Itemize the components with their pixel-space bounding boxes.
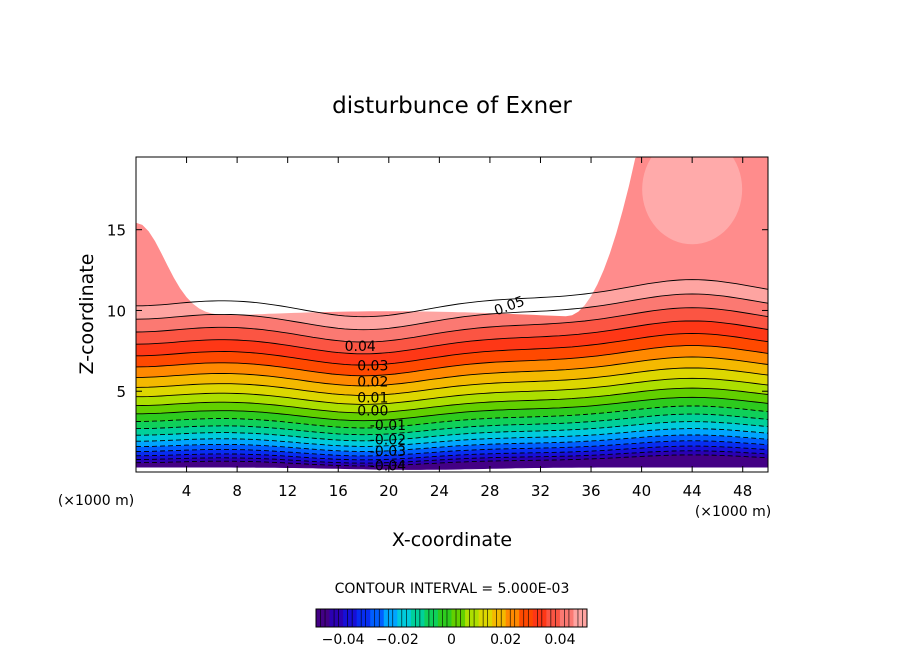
colorbar-cell — [343, 609, 358, 627]
contour-line — [136, 345, 768, 377]
colorbar-cell — [465, 609, 480, 627]
colorbar-cell — [505, 609, 520, 627]
colorbar-tick-label: 0.02 — [490, 632, 521, 648]
colorbar-cell — [532, 609, 547, 627]
x-tick-label: 40 — [632, 482, 651, 500]
x-tick-label: 8 — [232, 482, 242, 500]
colorbar-cell — [546, 609, 561, 627]
contour-line — [136, 279, 768, 318]
chart-title: disturbunce of Exner — [332, 93, 572, 119]
colorbar-cell — [573, 609, 587, 627]
contour-label: 0.03 — [357, 358, 388, 374]
colorbar-cell — [519, 609, 534, 627]
x-tick-label: 32 — [531, 482, 550, 500]
x-tick-label: 28 — [480, 482, 499, 500]
x-tick-label: 20 — [379, 482, 398, 500]
colorbar-cell — [383, 609, 398, 627]
contour-lines — [136, 279, 768, 467]
colorbar-cell — [437, 609, 452, 627]
x-tick-label: 4 — [182, 482, 192, 500]
x-unit-right: (×1000 m) — [695, 504, 771, 520]
contour-label: -0.04 — [370, 459, 406, 475]
colorbar-tick-label: −0.02 — [376, 632, 419, 648]
contour-fill — [136, 157, 768, 470]
contour-line — [136, 440, 768, 457]
contour-line — [136, 356, 768, 387]
contour-line — [136, 333, 768, 366]
contour-line — [136, 454, 768, 467]
x-axis: 4 8 12 16 20 24 28 32 36 40 44 48 — [182, 157, 752, 500]
colorbar-frame — [315, 608, 588, 628]
contour-interval-text: CONTOUR INTERVAL = 5.000E-03 — [335, 581, 570, 597]
contour-labels: 0.050.040.030.020.010.00-0.01-0.02-0.03-… — [345, 294, 527, 475]
contour-label: 0.04 — [345, 339, 376, 355]
plot-area — [136, 157, 768, 472]
colorbar-tick-label: 0.04 — [544, 632, 575, 648]
y-tick-label: 15 — [107, 222, 126, 240]
contour-line — [136, 434, 768, 452]
contour-label: 0.00 — [357, 404, 388, 420]
y-axis: 5 10 15 — [107, 222, 768, 401]
contour-line — [136, 405, 768, 429]
contour-line — [136, 320, 768, 355]
colorbar-cell — [451, 609, 466, 627]
colorbar-cell — [410, 609, 425, 627]
contour-label: -0.02 — [370, 433, 406, 449]
plot-frame — [135, 156, 769, 473]
contour-line — [136, 396, 768, 422]
colorbar-cell — [370, 609, 385, 627]
contour-line — [136, 387, 768, 414]
colorbar-cell — [329, 609, 344, 627]
x-axis-label: X-coordinate — [392, 529, 512, 551]
colorbar: −0.04 −0.02 0 0.02 0.04 — [315, 608, 588, 648]
colorbar-tick-label: 0 — [447, 632, 456, 648]
x-unit-left: (×1000 m) — [58, 493, 134, 509]
colorbar-cell — [397, 609, 412, 627]
x-tick-label: 36 — [581, 482, 600, 500]
colorbar-cell — [316, 609, 331, 627]
contour-line — [136, 413, 768, 436]
contour-line — [136, 445, 768, 461]
contour-line — [136, 377, 768, 405]
contour-line — [136, 367, 768, 396]
x-tick-label: 12 — [278, 482, 297, 500]
contour-label: -0.03 — [370, 444, 406, 460]
contour-band-top — [642, 157, 743, 245]
x-tick-label: 16 — [329, 482, 348, 500]
colorbar-cell — [559, 609, 574, 627]
contour-label: 0.01 — [357, 391, 388, 407]
contour-line — [136, 307, 768, 343]
y-tick-label: 5 — [116, 383, 126, 401]
y-tick-label: 10 — [107, 302, 126, 320]
colorbar-cell — [492, 609, 507, 627]
contour-label: -0.01 — [370, 418, 406, 434]
colorbar-cell — [478, 609, 493, 627]
x-tick-label: 48 — [733, 482, 752, 500]
x-tick-label: 24 — [430, 482, 449, 500]
undefined-region — [136, 157, 639, 317]
colorbar-cell — [356, 609, 371, 627]
x-tick-label: 44 — [683, 482, 702, 500]
colorbar-cell — [424, 609, 439, 627]
colorbar-tick-label: −0.04 — [322, 632, 365, 648]
y-axis-label: Z-coordinate — [76, 254, 98, 375]
contour-line — [136, 450, 768, 464]
contour-label: 0.02 — [357, 375, 388, 391]
contour-line — [136, 428, 768, 447]
contour-line — [136, 293, 768, 331]
contour-line — [136, 421, 768, 442]
